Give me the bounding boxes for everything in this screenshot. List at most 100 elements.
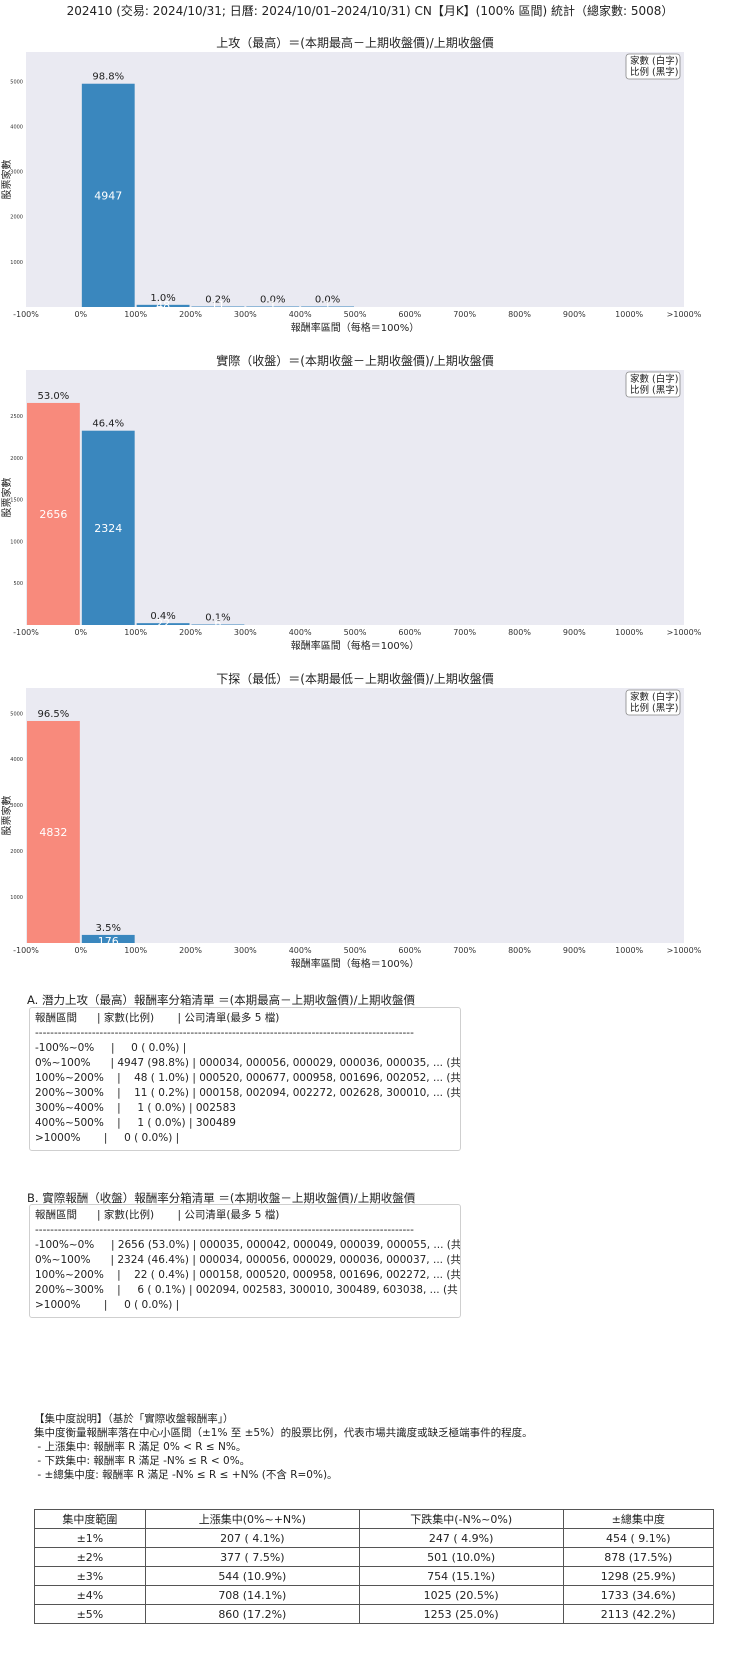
bar-percent-label: 0.4%: [150, 611, 175, 622]
listing-row: 100%~200% | 48 ( 1.0%) | 000520, 000677,…: [35, 1072, 460, 1084]
plot-area: [26, 688, 684, 943]
x-tick-label: 800%: [508, 628, 531, 637]
y-tick-label: 2000: [10, 215, 23, 221]
table-cell: 501 (10.0%): [358, 1547, 564, 1567]
x-tick-label: 200%: [179, 310, 202, 319]
bar-count-label: 22: [156, 617, 170, 630]
legend-entry: 家數 (白字): [630, 55, 678, 67]
table-cell: 878 (17.5%): [562, 1547, 714, 1567]
bar: [191, 306, 245, 307]
bar-percent-label: 0.1%: [205, 612, 230, 623]
bar-count-label: 48: [156, 299, 170, 312]
column-header: 集中度範圍: [34, 1509, 146, 1529]
note-line: - ±總集中度: 報酬率 R 滿足 -N% ≤ R ≤ +N% (不含 R=0%…: [34, 1469, 338, 1481]
note-line: - 上漲集中: 報酬率 R 滿足 0% < R ≤ N%。: [34, 1441, 247, 1453]
table-cell: 754 (15.1%): [358, 1566, 564, 1586]
listing-row: -100%~0% | 2656 (53.0%) | 000035, 000042…: [35, 1239, 460, 1251]
x-tick-label: -100%: [13, 310, 39, 319]
table-cell: ±4%: [34, 1585, 146, 1605]
x-tick-label: 700%: [453, 310, 476, 319]
x-tick-label: 100%: [124, 946, 147, 955]
x-tick-label: 1000%: [615, 628, 643, 637]
x-tick-label: 900%: [563, 628, 586, 637]
y-tick-label: 2500: [10, 414, 23, 420]
table-cell: 1298 (25.9%): [562, 1566, 714, 1586]
legend-entry: 比例 (黑字): [630, 66, 678, 78]
section-b-heading: B. 實際報酬（收盤）報酬率分箱清單 ＝(本期收盤－上期收盤價)/上期收盤價: [27, 1191, 416, 1205]
y-tick-label: 1000: [10, 895, 23, 901]
bar-count-label: 11: [211, 299, 225, 312]
legend-box: [625, 689, 681, 716]
bar: [136, 304, 190, 307]
bar-percent-label: 0.2%: [205, 295, 230, 306]
note-line: - 下跌集中: 報酬率 R 滿足 -N% ≤ R < 0%。: [34, 1455, 251, 1467]
x-tick-label: -100%: [13, 946, 39, 955]
bar-count-label: 176: [98, 935, 119, 948]
note-line: 集中度衡量報酬率落在中心小區間（±1% 至 ±5%）的股票比例，代表市場共識度或…: [34, 1427, 533, 1439]
bar-count-label: 4947: [94, 189, 122, 202]
listing-row: 200%~300% | 6 ( 0.1%) | 002094, 002583, …: [35, 1284, 460, 1296]
listing-row: 0%~100% | 2324 (46.4%) | 000034, 000056,…: [35, 1254, 460, 1266]
plot-area: [26, 52, 684, 307]
x-tick-label: 100%: [124, 628, 147, 637]
table-cell: 377 ( 7.5%): [144, 1547, 360, 1567]
bar-percent-label: 98.8%: [92, 72, 124, 83]
y-axis-label: 股票家數: [0, 796, 13, 836]
x-axis-label: 報酬率區間（每格＝100%）: [291, 321, 420, 334]
y-axis-label: 股票家數: [0, 478, 13, 518]
table-cell: 454 ( 9.1%): [562, 1528, 714, 1548]
section-a-listing: 報酬區間 | 家數(比例) | 公司清單(最多 5 檔) ------------…: [29, 1007, 461, 1151]
bar-count-label: 2324: [94, 522, 122, 535]
x-tick-label: 600%: [398, 310, 421, 319]
x-tick-label: 400%: [289, 946, 312, 955]
bar-count-label: 1: [324, 299, 331, 312]
table-cell: ±3%: [34, 1566, 146, 1586]
bar: [81, 83, 135, 307]
x-tick-label: 900%: [563, 946, 586, 955]
y-tick-label: 3000: [10, 170, 23, 176]
bar-percent-label: 53.0%: [38, 391, 70, 402]
y-tick-label: 2000: [10, 456, 23, 462]
table-cell: ±2%: [34, 1547, 146, 1567]
y-tick-label: 4000: [10, 124, 23, 130]
y-tick-label: 4000: [10, 757, 23, 763]
page-title: 202410 (交易: 2024/10/31; 日曆: 2024/10/01–2…: [66, 4, 674, 18]
listing-row: >1000% | 0 ( 0.0%) |: [35, 1132, 180, 1144]
bar: [301, 306, 354, 307]
bar-percent-label: 96.5%: [38, 709, 70, 720]
x-axis-label: 報酬率區間（每格＝100%）: [291, 639, 420, 652]
column-header: ±總集中度: [562, 1509, 714, 1529]
bar-percent-label: 3.5%: [96, 923, 121, 934]
chart-downside-low: 下探（最低）＝(本期最低－上期收盤價)/上期收盤價 1000 2000 3000 400…: [0, 672, 702, 970]
bar-percent-label: 1.0%: [150, 293, 175, 304]
listing-row: ----------------------------------------…: [35, 1027, 414, 1039]
listing-row: 200%~300% | 11 ( 0.2%) | 000158, 002094,…: [35, 1087, 460, 1099]
x-tick-label: 400%: [289, 310, 312, 319]
x-tick-label: 500%: [344, 310, 367, 319]
legend-entry: 家數 (白字): [630, 691, 678, 703]
bar: [136, 623, 190, 625]
y-tick-label: 1000: [10, 539, 23, 545]
table-row: ±4% 708 (14.1%) 1025 (20.5%) 1733 (34.6%): [34, 1585, 714, 1605]
bar: [81, 934, 135, 943]
listing-row: >1000% | 0 ( 0.0%) |: [35, 1299, 180, 1311]
table-row: ±5% 860 (17.2%) 1253 (25.0%) 2113 (42.2%): [34, 1604, 714, 1624]
note-line: 【集中度說明】（基於「實際收盤報酬率」）: [34, 1413, 234, 1425]
plot-area: [26, 370, 684, 625]
x-tick-label: >1000%: [667, 310, 702, 319]
table-cell: 860 (17.2%): [144, 1604, 360, 1624]
bar-percent-label: 0.0%: [260, 295, 285, 306]
x-tick-label: >1000%: [667, 628, 702, 637]
x-tick-label: 300%: [234, 628, 257, 637]
x-tick-label: >1000%: [667, 946, 702, 955]
bar-percent-label: 0.0%: [315, 295, 340, 306]
bar-percent-label: 46.4%: [92, 419, 124, 430]
chart-title: 下探（最低）＝(本期最低－上期收盤價)/上期收盤價: [216, 672, 493, 686]
y-tick-label: 1000: [10, 260, 23, 266]
listing-row: 報酬區間 | 家數(比例) | 公司清單(最多 5 檔): [35, 1012, 280, 1024]
column-header: 上漲集中(0%~+N%): [144, 1509, 360, 1529]
x-tick-label: 400%: [289, 628, 312, 637]
chart-actual-close: 實際（收盤）＝(本期收盤－上期收盤價)/上期收盤價 500 1000 1500 2000…: [0, 353, 702, 652]
table-header-row: 集中度範圍 上漲集中(0%~+N%) 下跌集中(-N%~0%) ±總集中度: [34, 1509, 714, 1529]
legend-box: [625, 53, 681, 80]
